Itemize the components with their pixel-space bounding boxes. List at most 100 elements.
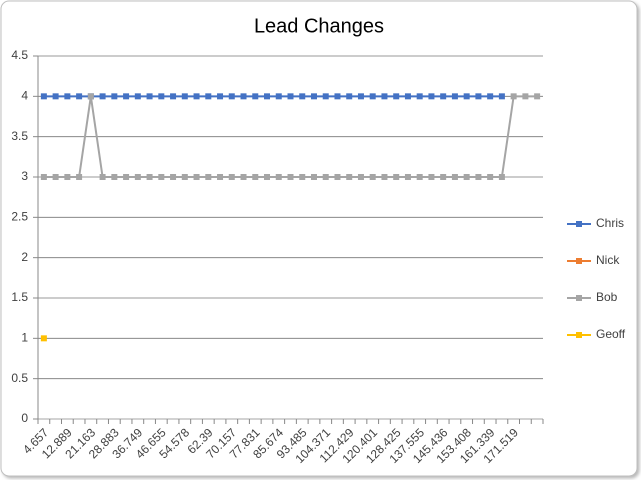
point bbox=[64, 93, 71, 100]
point bbox=[299, 93, 306, 100]
point bbox=[346, 93, 353, 100]
point bbox=[393, 93, 400, 100]
point bbox=[134, 93, 141, 100]
legend-swatch bbox=[576, 258, 582, 264]
point bbox=[381, 93, 388, 100]
point bbox=[205, 93, 212, 100]
point bbox=[52, 174, 59, 180]
point bbox=[99, 174, 106, 180]
point bbox=[346, 174, 353, 180]
point bbox=[369, 174, 376, 180]
point bbox=[475, 174, 482, 180]
chart-title: Lead Changes bbox=[254, 15, 384, 37]
point bbox=[534, 93, 541, 100]
point bbox=[451, 93, 458, 100]
point bbox=[64, 174, 71, 180]
point bbox=[463, 174, 470, 180]
point bbox=[123, 174, 130, 180]
point bbox=[40, 93, 47, 100]
point bbox=[299, 174, 306, 180]
point bbox=[310, 174, 317, 180]
point bbox=[123, 93, 130, 100]
y-tick-label: 0.5 bbox=[11, 371, 28, 385]
y-tick-label: 1.5 bbox=[11, 290, 28, 304]
point bbox=[357, 93, 364, 100]
point bbox=[440, 93, 447, 100]
legend-label: Chris bbox=[596, 216, 624, 230]
point bbox=[334, 93, 341, 100]
point bbox=[381, 174, 388, 180]
legend-swatch bbox=[576, 221, 582, 227]
point bbox=[287, 93, 294, 100]
point bbox=[393, 174, 400, 180]
point bbox=[205, 174, 212, 180]
legend-label: Nick bbox=[596, 253, 620, 267]
point bbox=[357, 174, 364, 180]
point bbox=[475, 93, 482, 100]
point bbox=[264, 93, 271, 100]
point bbox=[310, 93, 317, 100]
point bbox=[498, 174, 505, 180]
point bbox=[322, 174, 329, 180]
point bbox=[134, 174, 141, 180]
point bbox=[264, 174, 271, 180]
point bbox=[193, 93, 200, 100]
point bbox=[146, 174, 153, 180]
point bbox=[76, 93, 83, 100]
point bbox=[170, 174, 177, 180]
point bbox=[522, 93, 529, 100]
point bbox=[275, 174, 282, 180]
legend-swatch bbox=[576, 295, 582, 301]
point bbox=[240, 174, 247, 180]
point bbox=[275, 93, 282, 100]
point bbox=[40, 335, 47, 342]
y-tick-label: 3 bbox=[21, 169, 28, 183]
legend-label: Bob bbox=[596, 290, 618, 304]
point bbox=[217, 93, 224, 100]
point bbox=[369, 93, 376, 100]
point bbox=[428, 93, 435, 100]
point bbox=[111, 93, 118, 100]
y-tick-label: 4.5 bbox=[11, 48, 28, 62]
point bbox=[440, 174, 447, 180]
y-tick-label: 2.5 bbox=[11, 210, 28, 224]
point bbox=[217, 174, 224, 180]
point bbox=[322, 93, 329, 100]
point bbox=[40, 174, 47, 180]
point bbox=[498, 93, 505, 100]
point bbox=[487, 93, 494, 100]
y-tick-label: 1 bbox=[21, 331, 28, 345]
point bbox=[463, 93, 470, 100]
point bbox=[428, 174, 435, 180]
legend-swatch bbox=[576, 332, 582, 338]
point bbox=[404, 93, 411, 100]
point bbox=[181, 174, 188, 180]
point bbox=[76, 174, 83, 180]
point bbox=[87, 93, 94, 100]
point bbox=[252, 174, 259, 180]
point bbox=[510, 93, 517, 100]
point bbox=[193, 174, 200, 180]
point bbox=[334, 174, 341, 180]
point bbox=[158, 174, 165, 180]
point bbox=[158, 93, 165, 100]
point bbox=[170, 93, 177, 100]
legend-label: Geoff bbox=[596, 327, 626, 341]
point bbox=[404, 174, 411, 180]
y-tick-label: 2 bbox=[21, 250, 28, 264]
point bbox=[287, 174, 294, 180]
y-tick-label: 4 bbox=[21, 89, 28, 103]
point bbox=[181, 93, 188, 100]
point bbox=[52, 93, 59, 100]
point bbox=[146, 93, 153, 100]
y-tick-label: 3.5 bbox=[11, 129, 28, 143]
y-tick-label: 0 bbox=[21, 411, 28, 425]
point bbox=[99, 93, 106, 100]
point bbox=[240, 93, 247, 100]
point bbox=[451, 174, 458, 180]
point bbox=[228, 174, 235, 180]
point bbox=[416, 174, 423, 180]
point bbox=[252, 93, 259, 100]
